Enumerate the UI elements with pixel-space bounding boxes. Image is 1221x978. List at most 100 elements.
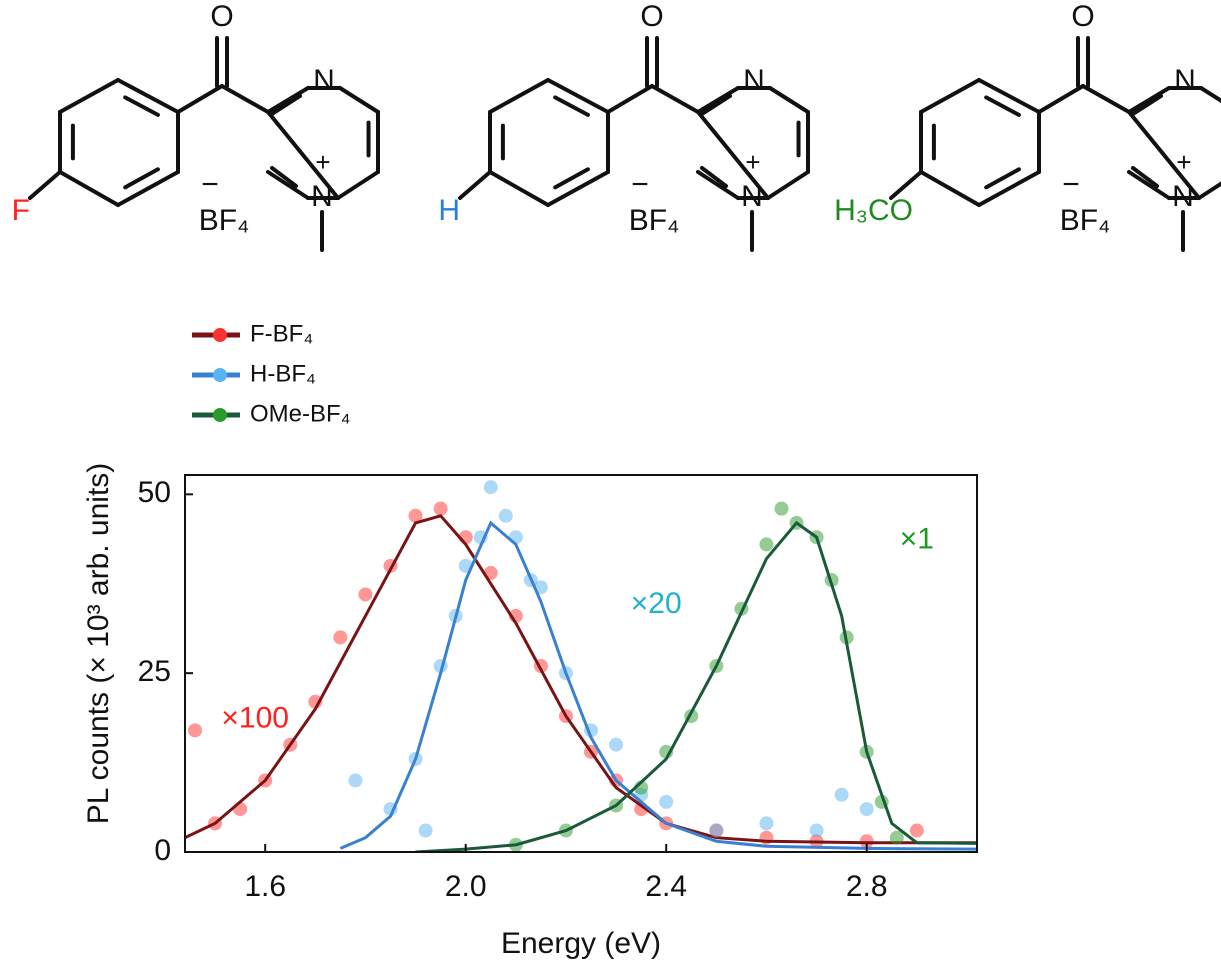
atom-label: N (1172, 180, 1194, 213)
bond (123, 95, 160, 117)
point (433, 501, 448, 516)
molecule: ONN+BF₄−H₃CO (834, 0, 1221, 252)
bond (1131, 166, 1159, 188)
bond (553, 95, 590, 117)
x-tick-label: 2.8 (846, 870, 888, 903)
point (889, 830, 904, 845)
substituent: H₃CO (834, 194, 913, 227)
bond (338, 86, 380, 114)
atom-label: O (1071, 0, 1094, 33)
fit-line (185, 514, 977, 845)
bond (176, 84, 224, 114)
legend-label: F-BF₄ (250, 320, 313, 347)
point (188, 723, 203, 738)
legend-dot (213, 368, 227, 382)
bond (270, 166, 298, 188)
point (348, 773, 363, 788)
bond (546, 170, 610, 207)
bond (58, 78, 120, 114)
bond (336, 170, 380, 200)
bond (270, 94, 302, 116)
point (859, 802, 874, 817)
bond (977, 170, 1041, 207)
point (498, 508, 513, 523)
plot-frame (184, 474, 978, 853)
fit-line (415, 520, 977, 852)
bond (488, 170, 550, 207)
charge: + (745, 147, 760, 177)
bond (1197, 181, 1221, 200)
annotation: ×100 (221, 702, 289, 735)
legend-dot (213, 328, 227, 342)
fit-line (339, 520, 977, 851)
bond (1131, 94, 1163, 116)
bond (919, 78, 981, 114)
atom-label: N (313, 64, 335, 97)
bond (546, 78, 610, 114)
bond (1199, 86, 1221, 103)
point (408, 508, 423, 523)
point (333, 630, 348, 645)
point (358, 587, 373, 602)
point (609, 737, 624, 752)
molecule: ONN+BF₄−F (12, 0, 380, 252)
bond (28, 170, 62, 200)
atom-label: N (1174, 64, 1196, 97)
substituent: H (438, 194, 460, 227)
y-tick-label: 50 (138, 476, 171, 509)
x-tick-label: 2.4 (645, 870, 687, 903)
legend-dot (213, 408, 227, 422)
bond (766, 170, 810, 200)
anion: BF₄ (1060, 204, 1111, 237)
legend-label: H-BF₄ (250, 360, 316, 387)
point (834, 787, 849, 802)
anion-charge: − (1062, 168, 1080, 201)
bond (696, 86, 740, 114)
bond (116, 78, 180, 114)
point (774, 501, 789, 516)
bond (488, 78, 550, 114)
bond (458, 170, 492, 200)
bond (1127, 110, 1201, 200)
legend-label: OMe-BF₄ (250, 400, 350, 427)
bond (220, 84, 270, 114)
anion: BF₄ (629, 204, 680, 237)
y-axis-label: PL counts (× 10³ arb. units) (82, 463, 115, 825)
x-tick-label: 1.6 (244, 870, 286, 903)
x-axis-label: Energy (eV) (501, 927, 661, 960)
atom-label: O (210, 0, 233, 33)
bond (1127, 86, 1171, 114)
bond (266, 86, 310, 114)
annotation: ×1 (900, 523, 934, 556)
bond (1037, 84, 1085, 114)
bond (919, 170, 981, 207)
bond (889, 170, 923, 200)
molecule: ONN+BF₄−H (438, 0, 810, 252)
y-tick-label: 0 (154, 834, 171, 867)
substituent: F (12, 194, 30, 227)
bond (58, 170, 120, 207)
point (709, 823, 724, 838)
point (809, 823, 824, 838)
charge: + (1176, 147, 1191, 177)
charge: + (315, 147, 330, 177)
bond (696, 170, 740, 200)
point (759, 816, 774, 831)
annotation: ×20 (631, 587, 682, 620)
anion-charge: − (631, 168, 649, 201)
anion: BF₄ (199, 204, 250, 237)
bond (1081, 84, 1131, 114)
plot (185, 480, 977, 852)
point (759, 537, 774, 552)
bond (650, 84, 700, 114)
bond (116, 170, 180, 207)
anion-charge: − (201, 168, 219, 201)
bond (266, 110, 340, 200)
bond (984, 167, 1021, 190)
bond (977, 78, 1041, 114)
y-tick-label: 25 (138, 655, 171, 688)
bond (696, 110, 770, 200)
bond (984, 95, 1021, 117)
bond (606, 84, 654, 114)
